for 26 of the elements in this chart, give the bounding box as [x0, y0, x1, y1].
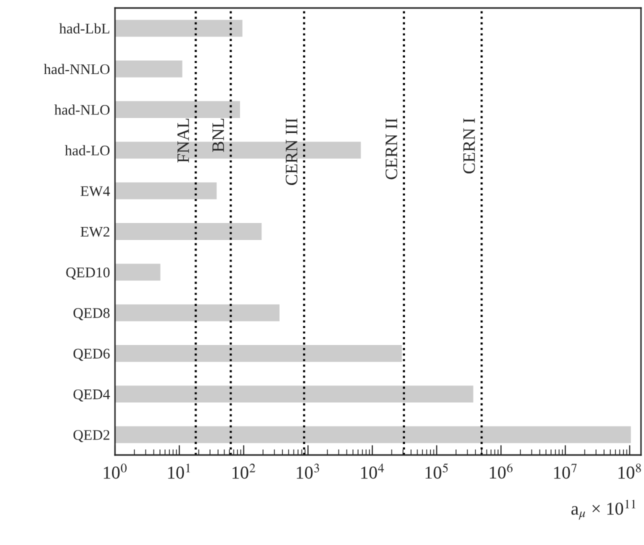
x-tick-label: 10$^{7}$ [554, 464, 577, 479]
x-tick-label: 10$^{6}$ [490, 463, 513, 479]
x-tick-label: 10$^{2}$ [232, 464, 256, 479]
x-tick-label: 10$^{5}$ [426, 463, 448, 479]
y-tick-label: had-NNLO [44, 64, 110, 74]
x-tick-label: 10$^{3}$ [296, 464, 320, 479]
x-tick-label: 10$^{4}$ [361, 464, 384, 479]
y-tick-label: EW4 [80, 186, 110, 196]
x-axis-title: a$_{μ}$ × 10$^{11}$ [571, 500, 636, 520]
y-tick-label: QED6 [73, 348, 110, 361]
y-tick-label: QED10 [66, 268, 110, 280]
x-tick-label: 10$^{1}$ [168, 464, 190, 479]
y-tick-label: had-LO [64, 145, 110, 156]
ref-line-label: FNAL [177, 118, 189, 163]
y-tick-label: QED2 [73, 430, 110, 442]
y-tick-label: had-NLO [54, 104, 110, 115]
ref-line-label: CERN II [386, 118, 398, 180]
ref-line-label: CERN III [286, 118, 298, 185]
y-tick-label: QED4 [73, 389, 110, 402]
y-tick-label: QED8 [73, 308, 110, 320]
ref-line-label: BNL [212, 118, 224, 152]
ref-line-label: CERN I [463, 118, 475, 174]
y-tick-label: EW2 [80, 226, 110, 237]
x-tick-label: 10$^{8}$ [618, 464, 641, 479]
x-tick-label: 10$^{0}$ [104, 464, 127, 479]
y-tick-label: had-LbL [59, 23, 110, 34]
